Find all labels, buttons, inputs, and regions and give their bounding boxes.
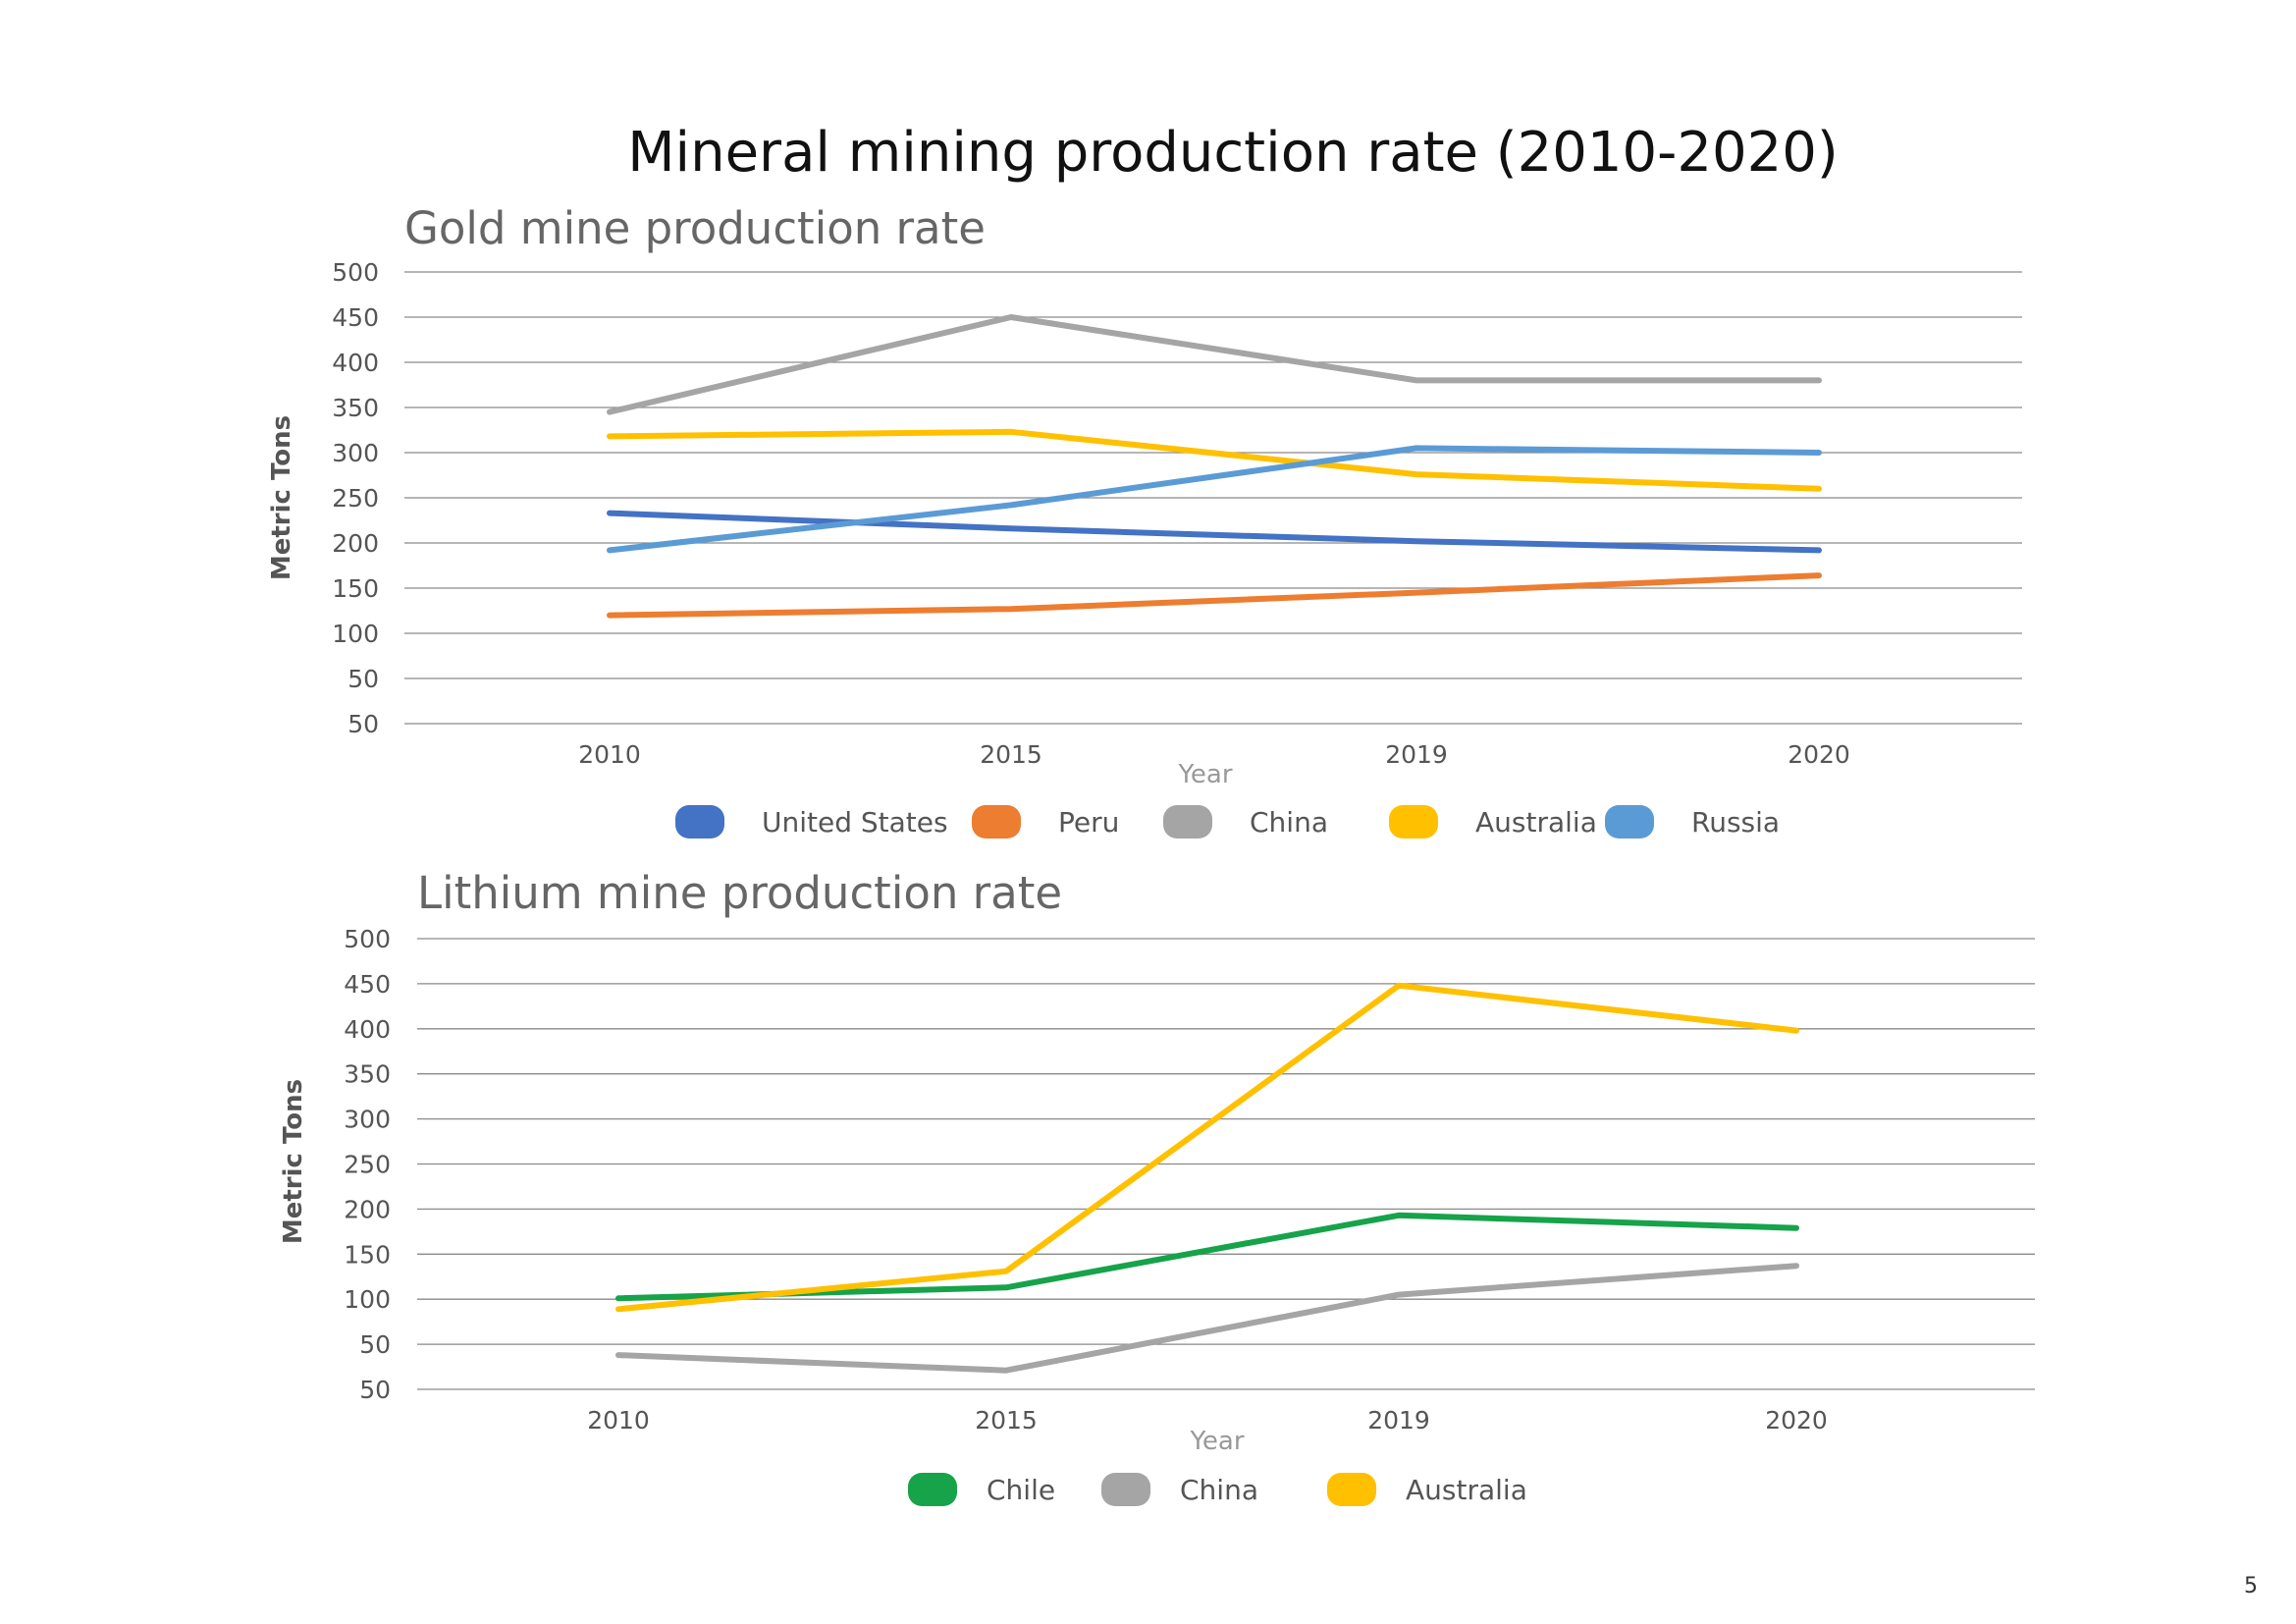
gold-y-tick-label: 50 [347, 665, 379, 693]
lithium-legend-swatch-chile [908, 1473, 957, 1506]
gold-series-line-australia [607, 428, 1822, 492]
gold-y-tick-label: 50 [347, 710, 379, 738]
lithium-y-tick-label: 150 [344, 1240, 391, 1269]
gold-legend-swatch-russia [1605, 805, 1654, 839]
lithium-y-axis-label: Metric Tons [279, 1079, 308, 1244]
gold-x-tick-label: 2020 [1788, 740, 1850, 769]
lithium-series-line-china [615, 1263, 1799, 1374]
gold-y-tick-label: 450 [332, 303, 379, 332]
lithium-series-line-australia [615, 982, 1799, 1313]
gold-legend-swatch-united-states [675, 805, 724, 839]
gold-y-tick-label: 150 [332, 574, 379, 603]
gold-series-line-china [607, 314, 1822, 415]
lithium-x-tick-label: 2015 [975, 1406, 1038, 1435]
gold-legend-swatch-australia [1389, 805, 1438, 839]
lithium-y-tick-label: 250 [344, 1151, 391, 1179]
lithium-chart-title: Lithium mine production rate [417, 867, 1062, 919]
gold-y-tick-label: 100 [332, 620, 379, 648]
gold-x-tick-label: 2010 [578, 740, 641, 769]
lithium-y-tick-label: 100 [344, 1285, 391, 1314]
gold-y-tick-label: 200 [332, 529, 379, 558]
lithium-y-tick-label: 200 [344, 1195, 391, 1223]
lithium-y-tick-label: 350 [344, 1060, 391, 1089]
lithium-x-tick-label: 2010 [587, 1406, 650, 1435]
gold-legend-label-australia: Australia [1475, 806, 1597, 839]
page-number: 5 [2244, 1574, 2258, 1598]
gold-legend-label-peru: Peru [1058, 806, 1119, 839]
gold-x-tick-label: 2019 [1385, 740, 1448, 769]
lithium-y-tick-label: 50 [359, 1376, 391, 1404]
gold-legend-swatch-peru [972, 805, 1021, 839]
gold-y-axis-label: Metric Tons [267, 415, 296, 580]
gold-y-tick-label: 300 [332, 439, 379, 467]
gold-y-tick-label: 350 [332, 394, 379, 422]
lithium-y-tick-label: 50 [359, 1330, 391, 1359]
gold-legend-label-united-states: United States [762, 806, 948, 839]
lithium-legend-swatch-australia [1327, 1473, 1376, 1506]
gold-x-axis-label: Year [1177, 760, 1232, 789]
gold-y-tick-label: 250 [332, 484, 379, 513]
lithium-chart: Lithium mine production rate 500 450 400 350… [279, 867, 2035, 1506]
lithium-x-axis-label: Year [1189, 1427, 1244, 1456]
gold-series-line-united-states [607, 510, 1822, 554]
lithium-x-tick-label: 2020 [1765, 1406, 1828, 1435]
lithium-legend-label-china: China [1180, 1474, 1258, 1506]
lithium-series-line-chile [615, 1212, 1799, 1302]
gold-chart: Gold mine production rate 500 450 400 350 300… [267, 202, 2022, 839]
gold-chart-title: Gold mine production rate [404, 202, 986, 254]
lithium-legend-label-australia: Australia [1406, 1474, 1527, 1506]
gold-series-line-peru [607, 572, 1822, 619]
lithium-legend-swatch-china [1101, 1473, 1150, 1506]
lithium-y-tick-label: 300 [344, 1106, 391, 1134]
main-title: Mineral mining production rate (2010-202… [627, 121, 1839, 185]
lithium-x-tick-label: 2019 [1367, 1406, 1430, 1435]
lithium-y-tick-label: 400 [344, 1015, 391, 1044]
gold-y-tick-label: 400 [332, 349, 379, 377]
lithium-y-tick-label: 500 [344, 925, 391, 953]
gold-legend-label-russia: Russia [1691, 806, 1780, 839]
gold-legend-label-china: China [1250, 806, 1328, 839]
lithium-y-tick-label: 450 [344, 970, 391, 999]
gold-legend-swatch-china [1163, 805, 1212, 839]
lithium-legend-label-chile: Chile [987, 1474, 1055, 1506]
gold-series-line-russia [607, 445, 1822, 554]
gold-y-tick-label: 500 [332, 258, 379, 287]
gold-x-tick-label: 2015 [980, 740, 1042, 769]
